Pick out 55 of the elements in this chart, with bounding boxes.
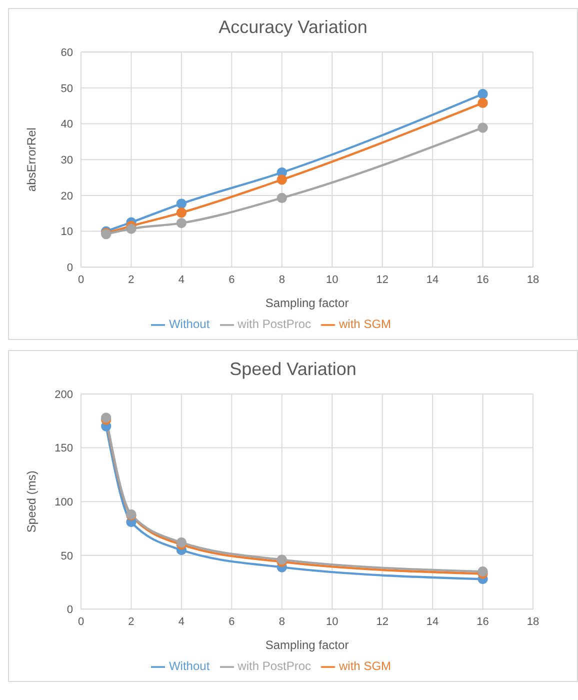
legend-label: with PostProc [238,317,312,332]
point [126,224,136,234]
x-tick-label: 4 [178,274,185,286]
x-tick-label: 0 [78,616,84,628]
x-tick-label: 10 [326,616,338,628]
x-tick-label: 16 [476,616,489,628]
y-axis-title: absErrorRel [24,128,38,192]
legend-label: Without [168,659,210,674]
x-tick-label: 8 [278,274,285,286]
y-tick-label: 200 [54,388,73,401]
x-tick-label: 2 [128,274,134,286]
point [176,218,187,228]
x-tick-label: 16 [476,274,489,286]
y-tick-label: 50 [60,82,73,95]
x-tick-label: 18 [526,616,540,628]
x-tick-label: 0 [78,274,84,286]
legend-label: Without [168,317,210,332]
y-tick-label: 0 [66,262,73,274]
chart-title: Speed Variation [228,358,358,381]
y-tick-label: 60 [60,46,73,59]
y-tick-label: 100 [54,496,73,508]
x-tick-label: 4 [178,616,185,628]
y-tick-label: 0 [66,604,73,616]
x-axis-title: Sampling factor [265,638,349,652]
y-axis-title: Speed (ms) [24,470,38,533]
legend-label: with SGM [339,659,392,674]
x-tick-label: 10 [326,274,338,286]
y-tick-label: 150 [54,442,73,455]
x-tick-label: 14 [426,274,439,286]
point [478,122,488,133]
point [176,198,187,209]
point [176,537,187,548]
y-tick-label: 40 [60,118,73,131]
point [478,88,488,100]
chart-title: Accuracy Variation [218,16,368,39]
point [176,208,187,218]
x-tick-label: 12 [376,274,388,286]
y-tick-label: 50 [60,550,73,562]
legend-label: with PostProc [238,659,312,674]
x-tick-label: 2 [128,616,134,628]
point [478,566,488,577]
y-tick-label: 20 [60,190,73,202]
point [276,192,287,204]
x-tick-label: 8 [278,616,285,628]
x-tick-label: 12 [376,616,388,628]
legend-label: with SGM [339,317,392,332]
x-tick-label: 14 [426,616,439,628]
x-tick-label: 6 [228,616,235,628]
x-tick-label: 18 [526,274,540,286]
x-axis-title: Sampling factor [265,296,349,310]
x-tick-label: 6 [228,274,235,286]
point [478,98,488,108]
y-tick-label: 30 [60,154,73,166]
point [276,174,287,185]
y-tick-label: 10 [60,226,73,238]
